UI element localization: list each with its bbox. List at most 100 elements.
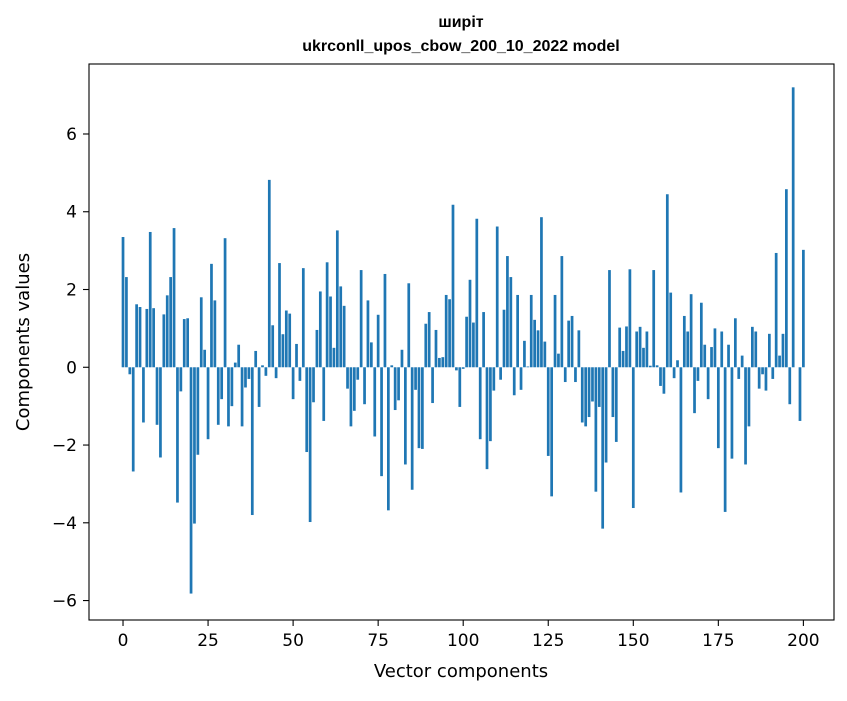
y-tick-label: 2: [66, 281, 77, 301]
bar-component-3: [132, 367, 135, 471]
bar-component-17: [179, 367, 182, 391]
bar-component-183: [744, 367, 747, 464]
bar-component-185: [751, 327, 754, 367]
bar-component-56: [312, 367, 315, 402]
bar-component-166: [686, 332, 689, 368]
y-tick-label: −4: [52, 514, 77, 534]
bar-component-195: [785, 189, 788, 367]
bar-component-165: [683, 316, 686, 367]
bar-component-191: [771, 367, 774, 379]
bar-component-127: [554, 295, 557, 367]
y-axis-label: Components values: [13, 253, 34, 431]
bar-component-189: [765, 367, 768, 390]
bar-component-0: [122, 237, 125, 367]
bar-component-41: [261, 365, 264, 367]
bar-component-124: [543, 342, 546, 368]
bar-component-169: [697, 367, 700, 381]
bar-component-105: [479, 367, 482, 439]
bar-component-140: [598, 367, 601, 407]
bar-component-73: [370, 342, 373, 367]
y-tick-label: 6: [66, 125, 77, 145]
bar-component-101: [465, 317, 468, 368]
bar-component-5: [139, 307, 142, 367]
bar-component-72: [367, 300, 370, 367]
bar-component-7: [145, 309, 148, 367]
bar-component-98: [455, 367, 458, 370]
bar-component-42: [265, 367, 268, 376]
bar-component-91: [431, 367, 434, 403]
bar-component-60: [326, 262, 329, 367]
bar-component-145: [615, 367, 618, 442]
bar-component-36: [244, 367, 247, 387]
bar-component-58: [319, 291, 322, 367]
bar-component-31: [227, 367, 230, 426]
bar-component-168: [693, 367, 696, 413]
bar-component-107: [486, 367, 489, 469]
bar-component-55: [309, 367, 312, 522]
x-tick-label: 75: [367, 631, 389, 651]
bar-component-27: [214, 300, 217, 367]
bar-component-6: [142, 367, 145, 422]
bar-component-112: [503, 310, 506, 368]
bar-component-177: [724, 367, 727, 512]
bar-component-40: [258, 367, 261, 407]
bar-component-104: [475, 219, 478, 368]
bar-component-52: [299, 367, 302, 381]
bar-component-180: [734, 318, 737, 367]
bar-component-28: [217, 367, 220, 425]
bar-component-199: [799, 367, 802, 421]
bar-component-48: [285, 311, 288, 368]
bar-component-128: [557, 354, 560, 368]
bar-component-113: [506, 256, 509, 367]
bar-component-14: [169, 277, 172, 367]
bar-component-146: [618, 328, 621, 368]
bar-component-45: [275, 367, 278, 378]
bar-component-35: [241, 367, 244, 426]
bar-component-99: [458, 367, 461, 407]
bar-component-154: [646, 332, 649, 368]
bar-component-190: [768, 334, 771, 367]
bar-component-103: [472, 323, 475, 368]
y-tick-label: −6: [52, 592, 77, 612]
bar-component-20: [190, 367, 193, 593]
bar-component-51: [295, 344, 298, 367]
bar-component-118: [523, 341, 526, 367]
bar-component-116: [516, 295, 519, 367]
bar-component-75: [377, 315, 380, 367]
bar-component-102: [469, 280, 472, 367]
bar-component-46: [278, 263, 281, 367]
y-tick-label: 0: [66, 358, 77, 378]
bar-component-142: [605, 367, 608, 462]
bar-component-1: [125, 277, 128, 367]
bar-component-30: [224, 238, 227, 367]
bar-component-149: [629, 269, 632, 367]
bar-component-114: [509, 277, 512, 367]
bar-component-34: [237, 345, 240, 368]
bar-component-155: [649, 366, 652, 368]
bar-component-39: [254, 351, 257, 367]
bar-component-80: [394, 367, 397, 410]
bar-component-54: [305, 367, 308, 452]
bar-component-29: [220, 367, 223, 399]
bar-component-95: [445, 295, 448, 367]
bar-component-197: [792, 87, 795, 367]
bar-component-82: [401, 350, 404, 368]
bar-component-182: [741, 356, 744, 368]
bar-component-133: [574, 367, 577, 382]
bar-component-147: [622, 351, 625, 367]
bar-component-200: [802, 250, 805, 367]
bar-component-65: [343, 306, 346, 367]
bar-component-174: [714, 328, 717, 367]
bar-component-108: [489, 367, 492, 441]
bar-component-179: [731, 367, 734, 458]
bar-component-26: [210, 264, 213, 367]
bar-component-43: [268, 180, 271, 367]
x-tick-label: 0: [118, 631, 129, 651]
bar-component-119: [526, 367, 529, 368]
bar-component-159: [663, 367, 666, 393]
bar-component-196: [788, 367, 791, 404]
bar-component-151: [635, 332, 638, 368]
bar-component-37: [248, 367, 251, 379]
bar-component-85: [411, 367, 414, 489]
